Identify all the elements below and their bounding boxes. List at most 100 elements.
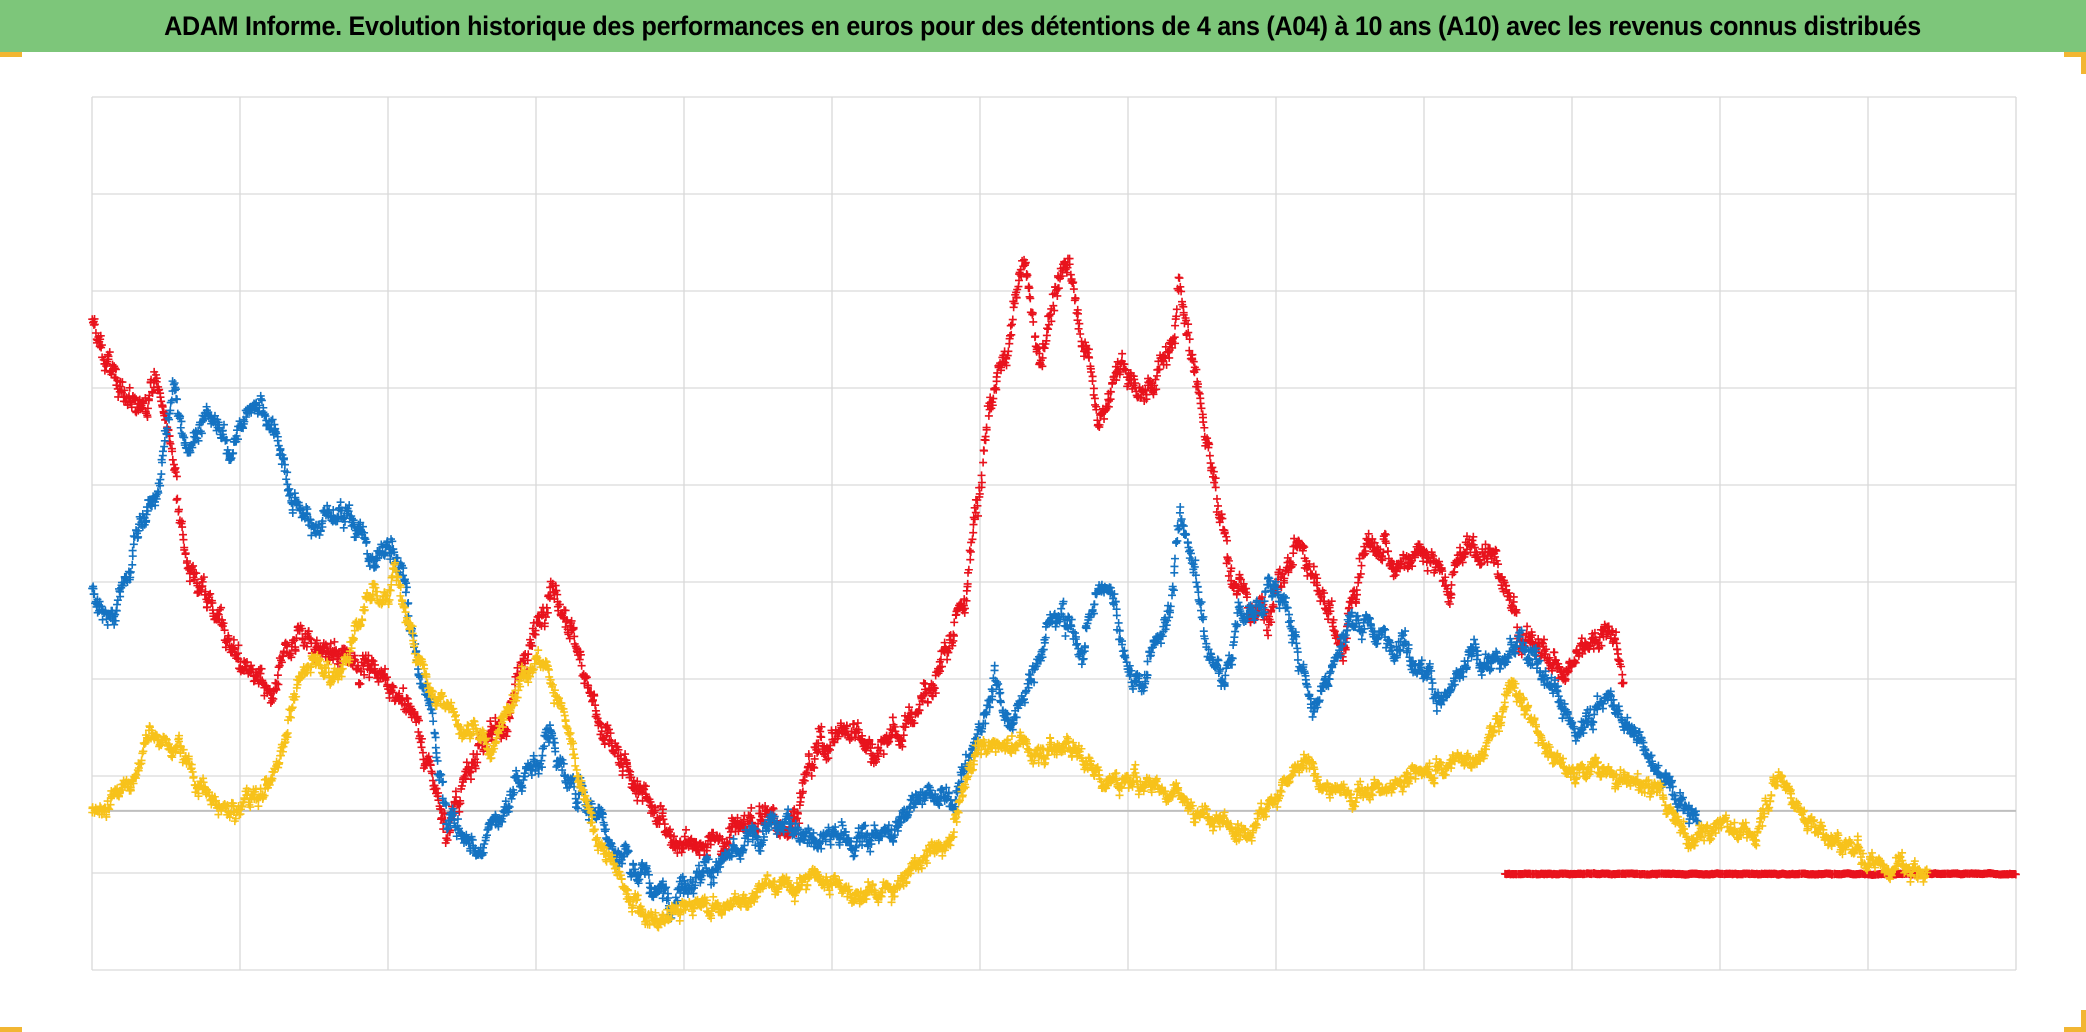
data-point [472, 750, 481, 759]
data-point [126, 567, 135, 576]
data-point [682, 825, 691, 834]
data-point [352, 665, 361, 674]
data-point [272, 679, 281, 688]
data-point [1090, 600, 1099, 609]
data-point [156, 475, 165, 484]
data-point [431, 733, 440, 742]
data-point [1077, 660, 1086, 669]
data-point [234, 641, 243, 650]
data-point [1088, 377, 1097, 386]
data-point [185, 577, 194, 586]
data-point [104, 352, 113, 361]
data-point [364, 651, 373, 660]
title-bar: ADAM Informe. Evolution historique des p… [0, 0, 2086, 52]
data-point [621, 750, 630, 759]
grid-layer [91, 96, 2017, 971]
data-point [438, 808, 447, 817]
data-point [268, 694, 277, 703]
data-point [969, 520, 978, 529]
data-point [1383, 547, 1392, 556]
corner-accent-top-right-vertical [2081, 52, 2086, 74]
data-point [305, 634, 314, 643]
data-point [282, 475, 291, 484]
data-point [1423, 566, 1432, 575]
data-point [570, 632, 579, 641]
data-point [660, 820, 669, 829]
data-point [601, 827, 610, 836]
data-point [129, 540, 138, 549]
data-point [414, 716, 423, 725]
data-point [105, 348, 114, 357]
data-point [187, 563, 196, 572]
data-point [298, 624, 307, 633]
data-point [365, 673, 374, 682]
data-point [1357, 561, 1366, 570]
data-point [273, 436, 282, 445]
data-point [366, 666, 375, 675]
data-point [428, 709, 437, 718]
data-point [1212, 494, 1221, 503]
data-point [503, 727, 512, 736]
data-point [112, 381, 121, 390]
data-point [1076, 329, 1085, 338]
data-point [969, 528, 978, 537]
data-point [1028, 309, 1037, 318]
data-point [888, 713, 897, 722]
corner-accent-top-right [2064, 52, 2086, 57]
data-point [966, 547, 975, 556]
data-point [229, 635, 238, 644]
data-point [1007, 330, 1016, 339]
data-point [1118, 349, 1127, 358]
data-point [158, 401, 167, 410]
data-point [443, 836, 452, 845]
data-point [1264, 631, 1273, 640]
data-point [229, 643, 238, 652]
data-point [552, 586, 561, 595]
data-point [567, 616, 576, 625]
data-point [1197, 404, 1206, 413]
data-point [1073, 309, 1082, 318]
data-point [466, 775, 475, 784]
data-point [217, 603, 226, 612]
data-point [242, 658, 251, 667]
data-point [269, 694, 278, 703]
data-point [155, 385, 164, 394]
data-point [128, 546, 137, 555]
corner-accent-top-left [0, 52, 22, 57]
data-point [417, 743, 426, 752]
data-point [456, 799, 465, 808]
data-point [183, 557, 192, 566]
data-point [1205, 451, 1214, 460]
data-point [330, 637, 339, 646]
data-point [550, 738, 559, 747]
data-point [418, 748, 427, 757]
data-point [796, 793, 805, 802]
data-point [257, 664, 266, 673]
data-point [291, 646, 300, 655]
data-point [336, 498, 345, 507]
data-point [1262, 626, 1271, 635]
data-point [139, 399, 148, 408]
data-point [565, 634, 574, 643]
data-point [367, 656, 376, 665]
data-point [360, 670, 369, 679]
data-point [402, 694, 411, 702]
data-point [118, 378, 127, 387]
data-point [1040, 344, 1049, 353]
data-point [167, 444, 176, 453]
data-point [1069, 285, 1078, 294]
data-point [91, 328, 100, 337]
data-point [382, 673, 391, 682]
data-point [538, 751, 547, 760]
data-point [304, 627, 313, 636]
data-point [326, 639, 335, 648]
data-point [1196, 399, 1205, 408]
data-point [502, 732, 511, 741]
data-point [369, 657, 378, 666]
corner-accent-bottom-left [0, 1027, 22, 1032]
data-point [1223, 536, 1232, 545]
data-point [524, 650, 533, 659]
data-point [486, 717, 495, 726]
data-point [181, 549, 190, 558]
data-point [166, 439, 175, 448]
